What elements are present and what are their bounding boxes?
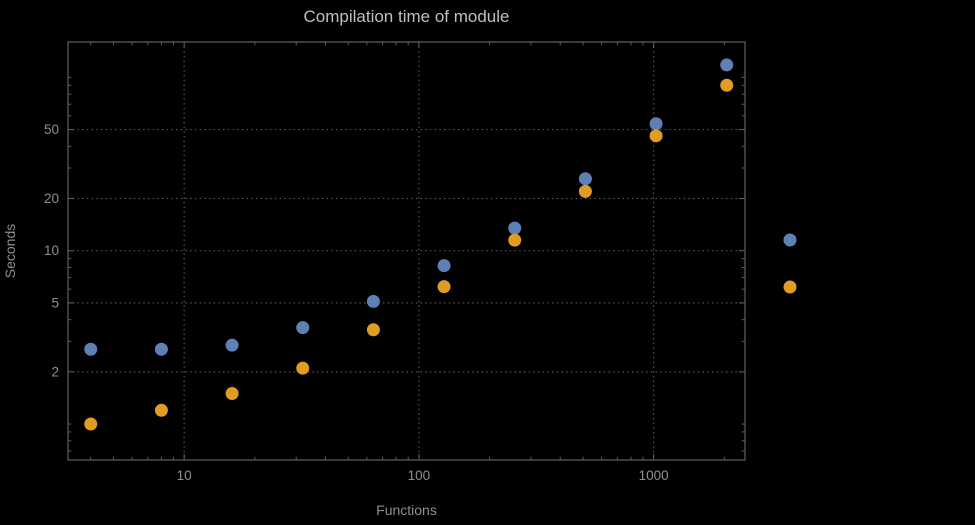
data-point-series-blue xyxy=(296,321,310,335)
data-point-series-blue xyxy=(437,259,451,273)
data-point-series-blue xyxy=(225,338,239,352)
y-tick-label: 10 xyxy=(44,243,59,258)
data-point-series-blue xyxy=(154,342,168,356)
data-point-series-orange xyxy=(296,361,310,375)
data-point-series-blue xyxy=(720,58,734,72)
data-point-series-orange xyxy=(437,280,451,294)
y-tick-label: 2 xyxy=(51,364,59,379)
data-point-series-blue xyxy=(578,172,592,186)
gridlines xyxy=(68,42,745,460)
x-tick-label: 100 xyxy=(408,468,431,483)
y-axis-label: Seconds xyxy=(2,224,18,278)
chart-title: Compilation time of module xyxy=(304,7,510,26)
data-point-series-orange xyxy=(720,78,734,92)
x-tick-label: 10 xyxy=(177,468,192,483)
data-point-series-blue xyxy=(508,221,522,235)
legend-marker-1 xyxy=(783,233,797,247)
data-point-series-orange xyxy=(578,184,592,198)
y-tick-label: 20 xyxy=(44,191,59,206)
data-point-series-orange xyxy=(225,386,239,400)
y-tick-label: 50 xyxy=(44,122,59,137)
data-point-series-blue xyxy=(649,117,663,131)
data-point-series-blue xyxy=(366,294,380,308)
axis-ticks xyxy=(68,42,745,460)
y-tick-label: 5 xyxy=(51,295,59,310)
data-point-series-orange xyxy=(649,129,663,143)
data-point-series-orange xyxy=(366,323,380,337)
x-axis-label: Functions xyxy=(376,502,437,518)
legend-marker-2 xyxy=(783,280,797,294)
data-point-series-blue xyxy=(84,342,98,356)
data-point-series-orange xyxy=(154,403,168,417)
x-tick-label: 1000 xyxy=(639,468,669,483)
legend-markers xyxy=(783,233,797,294)
data-point-series-orange xyxy=(508,233,522,247)
data-points xyxy=(84,58,734,431)
tick-labels: 10 100 1000 2 5 10 20 50 xyxy=(44,122,669,483)
data-point-series-orange xyxy=(84,417,98,431)
